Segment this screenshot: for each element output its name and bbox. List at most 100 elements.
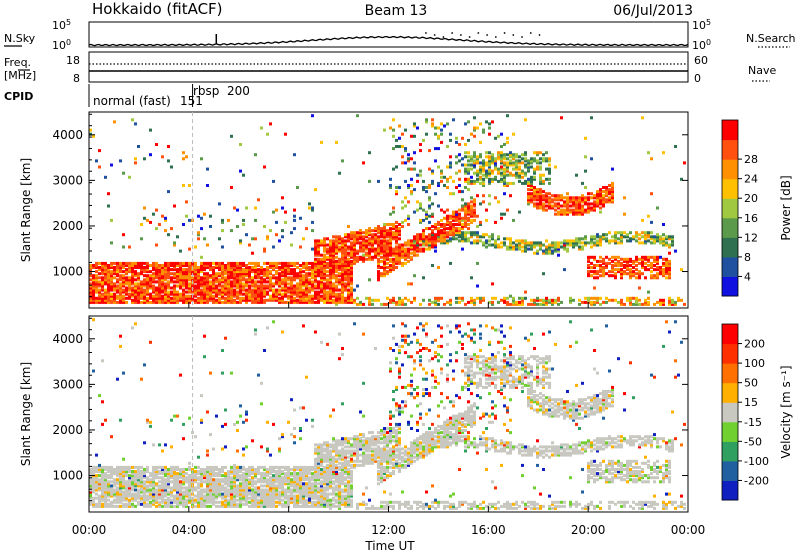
power-cell	[467, 177, 470, 181]
power-cell	[275, 208, 278, 212]
power-cell	[347, 266, 350, 269]
power-cell	[212, 272, 215, 276]
power-cell	[395, 253, 398, 257]
power-cell	[344, 266, 347, 269]
velocity-cell	[152, 482, 155, 486]
power-cell	[182, 270, 185, 274]
power-cell	[599, 192, 602, 196]
velocity-cell	[143, 500, 146, 504]
power-cell	[365, 251, 368, 255]
power-cell	[188, 276, 191, 280]
velocity-cell	[260, 445, 263, 449]
velocity-cell	[137, 492, 140, 496]
power-cell	[152, 290, 155, 294]
power-cell	[557, 204, 560, 208]
power-cell	[263, 225, 266, 228]
power-cell	[203, 237, 206, 241]
power-cell	[239, 264, 242, 267]
power-cell	[311, 247, 314, 251]
power-cell	[263, 274, 266, 278]
power-cell	[560, 210, 563, 214]
velocity-cell	[254, 476, 257, 480]
velocity-cell	[242, 484, 245, 488]
power-cell	[125, 272, 128, 276]
power-cell	[341, 266, 344, 269]
power-cell	[365, 245, 368, 249]
power-cell	[398, 247, 401, 251]
power-cell	[395, 220, 398, 224]
velocity-cell	[251, 500, 254, 504]
power-cell	[197, 288, 200, 292]
power-cell	[584, 210, 587, 214]
power-cell	[290, 282, 293, 286]
power-cell	[260, 288, 263, 292]
power-cell	[104, 261, 107, 265]
power-cell	[317, 296, 320, 300]
power-cell	[404, 243, 407, 247]
power-cell	[290, 231, 293, 235]
velocity-cell	[119, 492, 122, 496]
power-heatmap	[89, 114, 686, 306]
power-cell	[593, 194, 596, 198]
power-cell	[467, 231, 470, 235]
power-cell	[371, 249, 374, 253]
velocity-cell	[149, 500, 152, 504]
velocity-cell	[263, 490, 266, 494]
power-cell	[332, 259, 335, 263]
power-cell	[332, 266, 335, 269]
velocity-cell	[203, 500, 206, 504]
power-cell	[476, 225, 479, 228]
velocity-cell	[248, 496, 251, 500]
velocity-cell	[152, 498, 155, 502]
power-cell	[566, 247, 569, 251]
velocity-cell	[224, 476, 227, 480]
power-cell	[158, 288, 161, 292]
power-cell	[311, 266, 314, 269]
power-cell	[443, 241, 446, 245]
power-cell	[233, 276, 236, 280]
power-cell	[350, 290, 353, 294]
power-cell	[659, 268, 662, 272]
power-cell	[440, 122, 443, 126]
power-cell	[413, 249, 416, 253]
power-cell	[476, 235, 479, 239]
power-cell	[287, 282, 290, 286]
power-cell	[212, 276, 215, 280]
power-cell	[269, 264, 272, 267]
power-cell	[185, 264, 188, 267]
power-cell	[152, 298, 155, 302]
power-cell	[110, 218, 113, 222]
power-cell	[419, 204, 422, 208]
power-cell	[530, 196, 533, 200]
power-cell	[296, 290, 299, 294]
power-cell	[422, 241, 425, 245]
power-cell	[245, 274, 248, 278]
velocity-cell	[224, 502, 227, 506]
power-cell	[626, 233, 629, 237]
power-cell	[446, 235, 449, 239]
power-cell	[152, 284, 155, 288]
power-cell	[467, 163, 470, 167]
power-cell	[500, 145, 503, 148]
velocity-cell	[161, 468, 164, 471]
power-cell	[140, 280, 143, 284]
power-cell	[194, 298, 197, 302]
power-cell	[89, 274, 92, 278]
power-cell	[335, 251, 338, 255]
velocity-cell	[203, 480, 206, 484]
power-cell	[314, 241, 317, 245]
velocity-cell	[116, 480, 119, 484]
power-cell	[140, 270, 143, 274]
velocity-cell	[149, 494, 152, 498]
power-cell	[596, 241, 599, 245]
power-cell	[335, 294, 338, 298]
velocity-cell	[239, 476, 242, 480]
power-cell	[350, 274, 353, 278]
velocity-cell	[146, 476, 149, 480]
power-cell	[569, 210, 572, 214]
power-cell	[347, 294, 350, 298]
power-cell	[149, 300, 152, 304]
velocity-cell	[116, 496, 119, 500]
power-cell	[161, 300, 164, 304]
power-cell	[134, 294, 137, 298]
